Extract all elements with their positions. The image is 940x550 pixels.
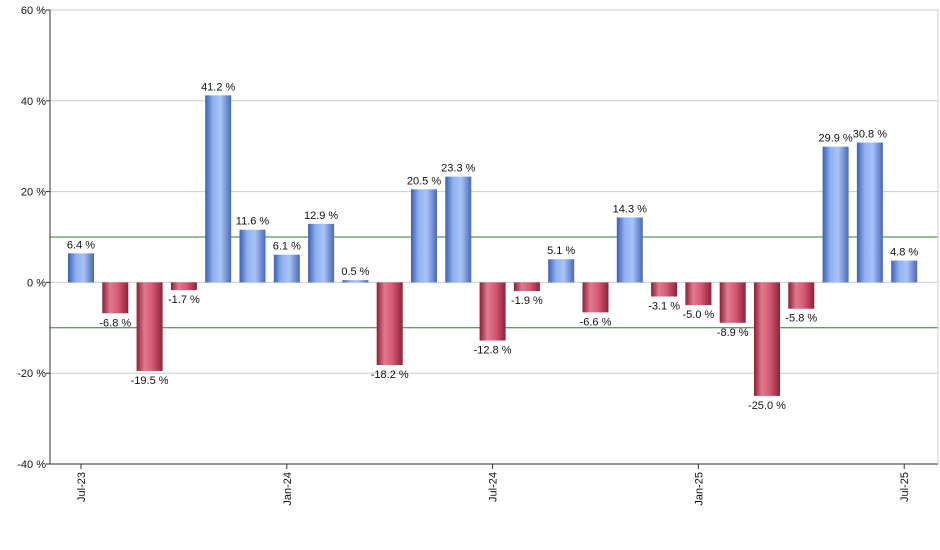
y-tick-label: 0 % — [27, 277, 46, 289]
data-label: -1.9 % — [511, 295, 543, 307]
bar — [513, 282, 540, 292]
data-label: 4.8 % — [890, 247, 918, 259]
x-tick-label: Jan-25 — [693, 472, 705, 506]
bar — [651, 282, 678, 297]
data-label: 6.1 % — [273, 241, 301, 253]
data-label: 30.8 % — [853, 129, 887, 141]
bar — [616, 217, 643, 283]
bar — [411, 189, 437, 283]
data-label: 12.9 % — [304, 210, 338, 222]
data-label: -3.1 % — [648, 300, 680, 312]
data-label: 0.5 % — [341, 266, 369, 278]
bar — [788, 282, 815, 309]
bar — [68, 253, 94, 283]
bar — [136, 282, 163, 371]
bar — [582, 282, 609, 313]
axes: -40 % -20 % 0 % 20 % 40 % 60 % Jul-23 Jan-24 Jul… — [17, 5, 939, 506]
bar — [685, 282, 712, 306]
bar — [445, 176, 472, 283]
x-tick-label: Jul-25 — [899, 472, 911, 502]
data-label: 5.1 % — [547, 245, 575, 257]
y-tick-label: 60 % — [21, 5, 46, 17]
data-label: -25.0 % — [748, 400, 786, 412]
data-label: -18.2 % — [371, 369, 409, 381]
bars — [68, 95, 918, 396]
data-label: -19.5 % — [131, 375, 169, 387]
data-label: -12.8 % — [474, 345, 512, 357]
y-tick-label: -20 % — [17, 368, 46, 380]
data-label: 41.2 % — [201, 81, 235, 93]
data-label: 6.4 % — [67, 239, 95, 251]
bar — [548, 259, 575, 283]
data-label: -6.8 % — [99, 317, 131, 329]
bar — [822, 146, 849, 283]
bar — [479, 282, 506, 341]
x-tick-label: Jan-24 — [282, 472, 294, 506]
bar — [102, 282, 129, 314]
data-label: -8.9 % — [717, 327, 749, 339]
bar — [273, 254, 300, 283]
data-label: 20.5 % — [407, 175, 441, 187]
y-tick-label: -40 % — [17, 459, 46, 471]
bar — [376, 282, 403, 366]
y-tick-label: 20 % — [21, 187, 46, 199]
data-label: -5.0 % — [683, 309, 715, 321]
bar — [891, 260, 918, 283]
bar — [719, 282, 746, 323]
bar — [239, 229, 266, 283]
y-tick-label: 40 % — [21, 96, 46, 108]
data-label: 11.6 % — [236, 216, 270, 228]
bar — [342, 280, 369, 283]
data-label: -6.6 % — [580, 316, 612, 328]
data-label: 23.3 % — [441, 163, 475, 175]
data-label: -1.7 % — [168, 294, 200, 306]
data-label: -5.8 % — [785, 313, 817, 325]
bar — [170, 282, 197, 291]
bar — [308, 223, 335, 283]
data-label: 14.3 % — [613, 203, 647, 215]
x-tick-label: Jul-23 — [76, 472, 88, 502]
bar — [205, 95, 232, 283]
bar — [754, 282, 780, 396]
data-labels: 6.4 % -6.8 % -19.5 % -1.7 % 41.2 % 11.6 % 6.1 … — [67, 81, 919, 412]
data-label: 29.9 % — [818, 133, 852, 145]
bar — [856, 142, 883, 283]
x-tick-label: Jul-24 — [488, 472, 500, 502]
